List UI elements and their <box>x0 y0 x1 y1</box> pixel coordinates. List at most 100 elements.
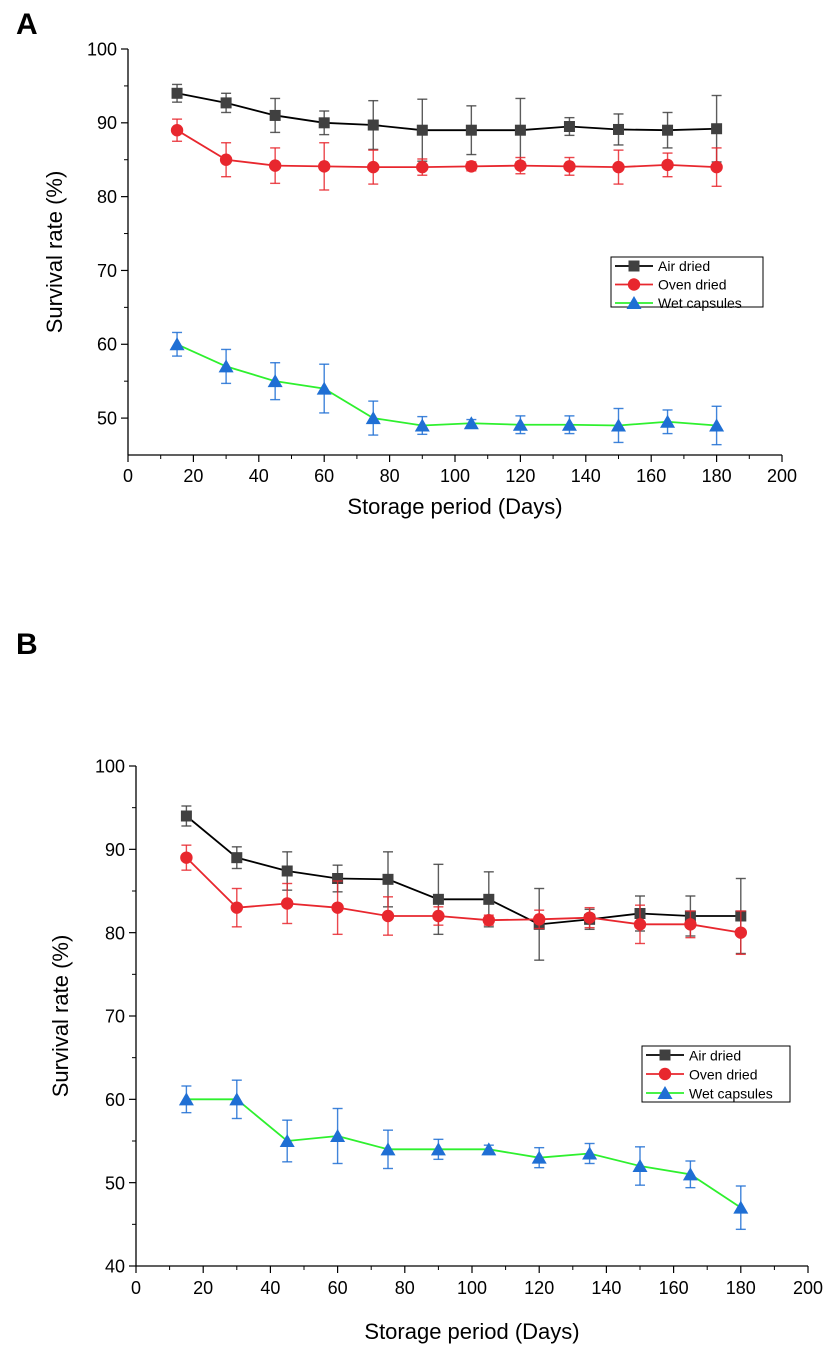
x-tick-label: 160 <box>636 466 666 486</box>
x-tick-label: 20 <box>193 1278 213 1298</box>
data-point <box>583 911 596 924</box>
x-tick-label: 180 <box>726 1278 756 1298</box>
x-tick-label: 200 <box>793 1278 823 1298</box>
data-point <box>613 123 624 135</box>
data-point <box>463 416 479 430</box>
legend-marker <box>627 278 641 291</box>
data-point <box>632 1159 648 1172</box>
data-point <box>633 918 647 931</box>
legend-marker <box>628 260 640 272</box>
legend-marker <box>626 296 642 309</box>
data-point <box>682 1167 698 1181</box>
data-point <box>561 417 577 431</box>
series-air-dried <box>180 805 747 961</box>
data-point <box>611 418 626 432</box>
data-point <box>332 873 344 884</box>
chart-panel-A: A 0 20 40 60 80 100 120 140 160 180 200 50 60 70 80 90 10… <box>16 8 797 519</box>
y-tick-label: 50 <box>105 1173 125 1193</box>
x-tick-label: 120 <box>505 466 535 486</box>
chart-panel-B: B 0 20 40 60 80 100 120 140 160 180 200 40 50 60 70 80 90… <box>16 628 823 1344</box>
data-point <box>229 1092 245 1106</box>
data-point <box>316 381 332 395</box>
series-wet-capsules <box>178 1079 749 1231</box>
panel-label: B <box>16 628 38 661</box>
y-tick-label: 40 <box>105 1257 125 1277</box>
y-tick-label: 60 <box>97 335 117 355</box>
legend: Air dried Oven dried Wet capsules <box>610 256 764 311</box>
data-point <box>483 893 495 905</box>
series-line <box>185 857 741 934</box>
data-point <box>281 897 294 910</box>
legend-label: Wet capsules <box>689 1085 773 1101</box>
series-line <box>186 1098 742 1209</box>
data-point <box>218 359 234 373</box>
legend-label: Wet capsules <box>658 295 742 311</box>
x-tick-label: 180 <box>702 466 732 486</box>
data-point <box>432 893 444 905</box>
series-line <box>176 92 717 132</box>
data-point <box>612 160 625 174</box>
data-point <box>733 1200 749 1214</box>
data-point <box>318 117 330 129</box>
legend-marker <box>658 1067 672 1081</box>
data-point <box>563 121 575 133</box>
x-tick-label: 120 <box>524 1278 554 1298</box>
data-point <box>381 909 395 923</box>
y-axis-title: Survival rate (%) <box>48 935 73 1098</box>
series-line <box>185 815 741 926</box>
data-point <box>514 159 527 172</box>
data-point <box>660 414 676 428</box>
legend-marker <box>657 1086 673 1099</box>
data-point <box>331 901 344 914</box>
legend-marker <box>659 1049 671 1061</box>
data-point <box>367 119 379 131</box>
series-line <box>176 343 717 427</box>
data-point <box>414 418 430 432</box>
data-point <box>710 160 723 174</box>
y-tick-label: 70 <box>97 261 117 281</box>
data-point <box>514 124 526 136</box>
data-point <box>318 160 331 173</box>
series-air-dried <box>171 83 723 163</box>
data-point <box>661 158 674 172</box>
x-tick-label: 80 <box>395 1278 415 1298</box>
data-point <box>267 374 283 388</box>
x-tick-label: 100 <box>457 1278 487 1298</box>
x-axis-title: Storage period (Days) <box>347 494 562 519</box>
data-point <box>465 160 478 173</box>
data-point <box>734 926 747 939</box>
x-tick-label: 0 <box>131 1278 141 1298</box>
data-point <box>416 124 428 136</box>
data-point <box>563 160 576 173</box>
data-point <box>662 124 674 136</box>
data-point <box>382 873 394 885</box>
y-tick-label: 100 <box>95 757 125 777</box>
data-point <box>416 160 429 174</box>
legend-label: Oven dried <box>689 1066 757 1082</box>
x-tick-label: 20 <box>183 466 203 486</box>
panel-label: A <box>16 8 38 41</box>
data-point <box>380 1142 396 1156</box>
data-point <box>219 153 233 166</box>
data-point <box>231 852 243 864</box>
data-point <box>582 1146 598 1160</box>
y-tick-label: 80 <box>97 187 117 207</box>
data-point <box>367 160 380 174</box>
y-tick-label: 80 <box>105 923 125 943</box>
data-point <box>268 159 282 172</box>
series-oven-dried <box>180 844 747 956</box>
x-tick-label: 40 <box>249 466 269 486</box>
data-point <box>709 418 725 432</box>
data-point <box>432 909 445 923</box>
data-point <box>533 913 546 926</box>
data-point <box>531 1150 547 1164</box>
x-tick-label: 140 <box>591 1278 621 1298</box>
legend-label: Air dried <box>689 1047 741 1063</box>
y-tick-label: 100 <box>87 39 117 59</box>
series-wet-capsules <box>169 331 725 446</box>
y-axis-title: Survival rate (%) <box>42 171 67 334</box>
data-point <box>279 1134 295 1147</box>
data-point <box>171 87 183 99</box>
x-tick-label: 40 <box>260 1278 280 1298</box>
